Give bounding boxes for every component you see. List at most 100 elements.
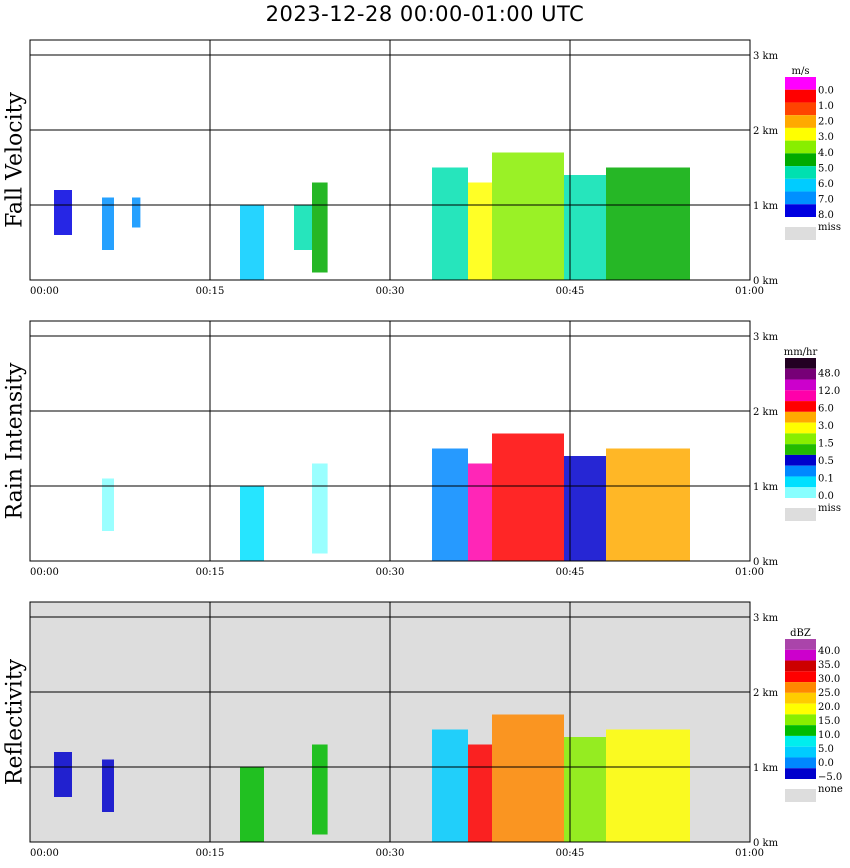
fall-velocity-colorbar-label-2: 2.0 — [818, 117, 834, 128]
fall-velocity-colorbar-missing-label: miss — [818, 222, 841, 233]
rain-intensity-colorbar-swatch-5 — [785, 411, 816, 423]
fall-velocity-colorbar-label-0: 0.0 — [818, 86, 834, 97]
fall-velocity-echo-0 — [54, 190, 72, 235]
fall-velocity-echo-9 — [564, 175, 606, 280]
reflectivity-echo-8 — [606, 729, 690, 842]
reflectivity-colorbar-label-9: −5.0 — [818, 772, 842, 783]
reflectivity-colorbar-missing-label: none — [818, 784, 843, 795]
fall-velocity-echo-3 — [240, 205, 264, 280]
rain-intensity-echo-0 — [102, 478, 114, 531]
fall-velocity-echo-4 — [294, 205, 312, 250]
rain-intensity-echo-1 — [240, 486, 264, 561]
page-title: 2023-12-28 00:00-01:00 UTC — [265, 2, 585, 26]
fall-velocity-ytick-label-1: 1 km — [753, 201, 779, 212]
reflectivity-echo-7 — [564, 737, 606, 842]
reflectivity-ytick-label-1: 1 km — [753, 763, 779, 774]
fall-velocity-plot-frame — [29, 39, 751, 281]
rain-intensity-ytick-label-3: 3 km — [753, 332, 779, 343]
reflectivity-colorbar-swatch-0 — [785, 639, 816, 650]
rain-intensity-colorbar-swatch-4 — [785, 401, 816, 412]
fall-velocity-colorbar-swatch-2 — [785, 102, 816, 116]
reflectivity-echo-4 — [432, 729, 468, 842]
fall-velocity-colorbar-label-3: 3.0 — [818, 132, 834, 143]
reflectivity-colorbar-label-6: 10.0 — [818, 730, 840, 741]
rain-intensity-echo-2 — [312, 463, 328, 554]
rain-intensity-colorbar-missing-label: miss — [818, 503, 841, 514]
reflectivity-colorbar-swatch-9 — [785, 735, 816, 747]
rain-intensity-colorbar-swatch-8 — [785, 444, 816, 455]
rain-intensity-colorbar-label-2: 6.0 — [818, 404, 834, 415]
reflectivity-colorbar-label-2: 30.0 — [818, 674, 840, 685]
rain-intensity-xtick-label-2: 00:30 — [376, 567, 405, 578]
fall-velocity-colorbar-swatch-6 — [785, 153, 816, 167]
fall-velocity-echo-1 — [102, 197, 114, 250]
reflectivity-colorbar-swatch-3 — [785, 671, 816, 683]
reflectivity-colorbar-swatch-6 — [785, 703, 816, 715]
rain-intensity-colorbar-label-4: 1.5 — [818, 439, 834, 450]
rain-intensity-colorbar-unit: mm/hr — [784, 347, 818, 358]
fall-velocity-colorbar-swatch-10 — [785, 204, 816, 217]
fall-velocity-xtick-label-1: 00:15 — [196, 286, 225, 297]
rain-intensity-xtick-label-3: 00:45 — [556, 567, 585, 578]
rain-intensity-echo-5 — [492, 433, 564, 561]
reflectivity-colorbar-swatch-5 — [785, 692, 816, 704]
reflectivity-xtick-label-0: 00:00 — [30, 848, 59, 859]
rain-intensity-colorbar-label-5: 0.5 — [818, 456, 834, 467]
fall-velocity-colorbar-unit: m/s — [792, 66, 810, 77]
fall-velocity-echo-6 — [432, 167, 468, 280]
fall-velocity-colorbar-label-5: 5.0 — [818, 163, 834, 174]
rain-intensity-echo-6 — [564, 456, 606, 561]
fall-velocity-colorbar-missing-swatch — [785, 227, 816, 240]
fall-velocity-colorbar-swatch-5 — [785, 140, 816, 154]
rain-intensity-colorbar-swatch-9 — [785, 454, 816, 466]
reflectivity-colorbar-label-3: 25.0 — [818, 688, 840, 699]
rain-intensity-plot-frame — [29, 320, 751, 562]
reflectivity-colorbar-swatch-8 — [785, 725, 816, 736]
reflectivity-ytick-label-2: 2 km — [753, 688, 779, 699]
reflectivity-echo-2 — [240, 767, 264, 842]
reflectivity-xtick-label-3: 00:45 — [556, 848, 585, 859]
rain-intensity-colorbar-swatch-1 — [785, 368, 816, 380]
reflectivity-xtick-label-1: 00:15 — [196, 848, 225, 859]
fall-velocity-xtick-label-3: 00:45 — [556, 286, 585, 297]
reflectivity-colorbar-swatch-1 — [785, 649, 816, 661]
reflectivity-xtick-label-2: 00:30 — [376, 848, 405, 859]
reflectivity-colorbar-label-0: 40.0 — [818, 646, 840, 657]
reflectivity-echo-5 — [468, 744, 492, 842]
reflectivity-plot-frame — [29, 601, 751, 843]
reflectivity-colorbar-label-5: 15.0 — [818, 716, 840, 727]
fall-velocity-colorbar-label-6: 6.0 — [818, 179, 834, 190]
rain-intensity-colorbar-label-6: 0.1 — [818, 474, 834, 485]
fall-velocity-colorbar-label-7: 7.0 — [818, 194, 834, 205]
fall-velocity-echo-5 — [312, 182, 328, 273]
fall-velocity-colorbar-swatch-7 — [785, 166, 816, 179]
fall-velocity-colorbar-swatch-4 — [785, 127, 816, 141]
rain-intensity-echo-3 — [432, 448, 468, 561]
rain-intensity-colorbar-missing-swatch — [785, 508, 816, 521]
reflectivity-colorbar-swatch-7 — [785, 714, 816, 726]
reflectivity-colorbar-swatch-12 — [785, 768, 816, 779]
reflectivity-ytick-label-0: 0 km — [753, 838, 779, 849]
fall-velocity-ytick-label-3: 3 km — [753, 51, 779, 62]
reflectivity-xtick-label-4: 01:00 — [735, 848, 764, 859]
rain-intensity-colorbar-label-7: 0.0 — [818, 491, 834, 502]
rain-intensity-colorbar-label-3: 3.0 — [818, 421, 834, 432]
rain-intensity-colorbar-label-1: 12.0 — [818, 386, 840, 397]
rain-intensity-colorbar-swatch-0 — [785, 358, 816, 369]
fall-velocity-colorbar-swatch-0 — [785, 77, 816, 90]
rain-intensity-ytick-label-1: 1 km — [753, 482, 779, 493]
fall-velocity-ytick-label-2: 2 km — [753, 126, 779, 137]
fall-velocity-colorbar-label-8: 8.0 — [818, 210, 834, 221]
rain-intensity-echo-7 — [606, 448, 690, 561]
rain-intensity-colorbar-swatch-3 — [785, 390, 816, 402]
rain-intensity-echo-4 — [468, 463, 492, 561]
rain-intensity-colorbar-swatch-6 — [785, 422, 816, 434]
rain-intensity-xtick-label-0: 00:00 — [30, 567, 59, 578]
rain-intensity-colorbar-swatch-7 — [785, 433, 816, 445]
rain-intensity-colorbar-swatch-12 — [785, 487, 816, 498]
reflectivity-echo-3 — [312, 744, 328, 835]
fall-velocity-echo-7 — [468, 182, 492, 280]
rain-intensity-colorbar-swatch-2 — [785, 379, 816, 391]
fall-velocity-xtick-label-0: 00:00 — [30, 286, 59, 297]
